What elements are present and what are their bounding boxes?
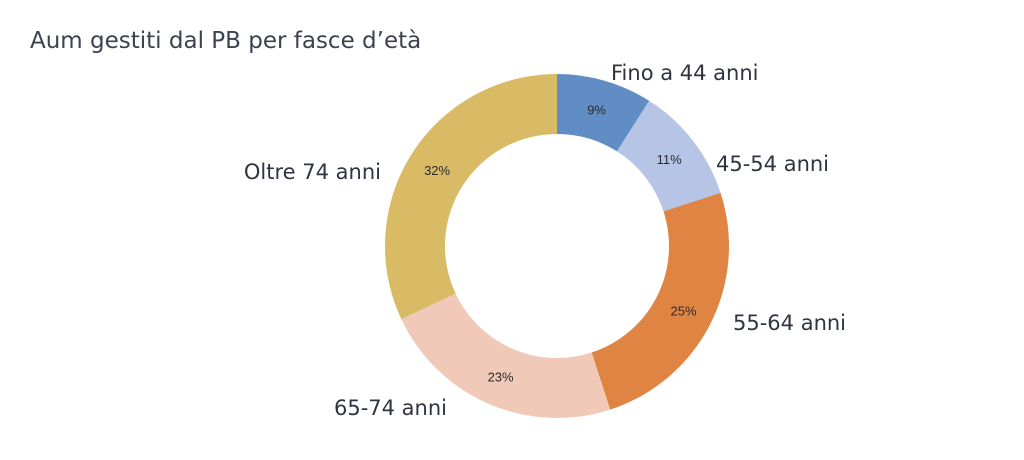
category-label: 65-74 anni <box>334 396 447 420</box>
percent-label: 11% <box>657 152 682 167</box>
slice-oltre-74-anni <box>384 74 557 320</box>
slice-fino-a-44-anni <box>557 74 650 152</box>
category-label: Oltre 74 anni <box>244 160 381 184</box>
percent-label: 32% <box>424 163 450 178</box>
percent-label: 23% <box>488 369 514 384</box>
percent-label: 25% <box>671 303 697 318</box>
percent-labels: 9% 11% 25% 23% 32% <box>424 103 697 385</box>
slice-55-64-anni <box>591 192 729 410</box>
category-label: 55-64 anni <box>733 311 846 335</box>
donut-slices <box>384 74 729 418</box>
category-label: Fino a 44 anni <box>611 61 758 85</box>
category-labels: Fino a 44 anni 45-54 anni 55-64 anni 65-74 … <box>244 61 846 420</box>
category-label: 45-54 anni <box>716 152 829 176</box>
chart-title: Aum gestiti dal PB per fasce d’età <box>30 28 422 54</box>
slice-45-54-anni <box>617 100 721 212</box>
percent-label: 9% <box>587 103 606 118</box>
slice-65-74-anni <box>401 293 611 418</box>
